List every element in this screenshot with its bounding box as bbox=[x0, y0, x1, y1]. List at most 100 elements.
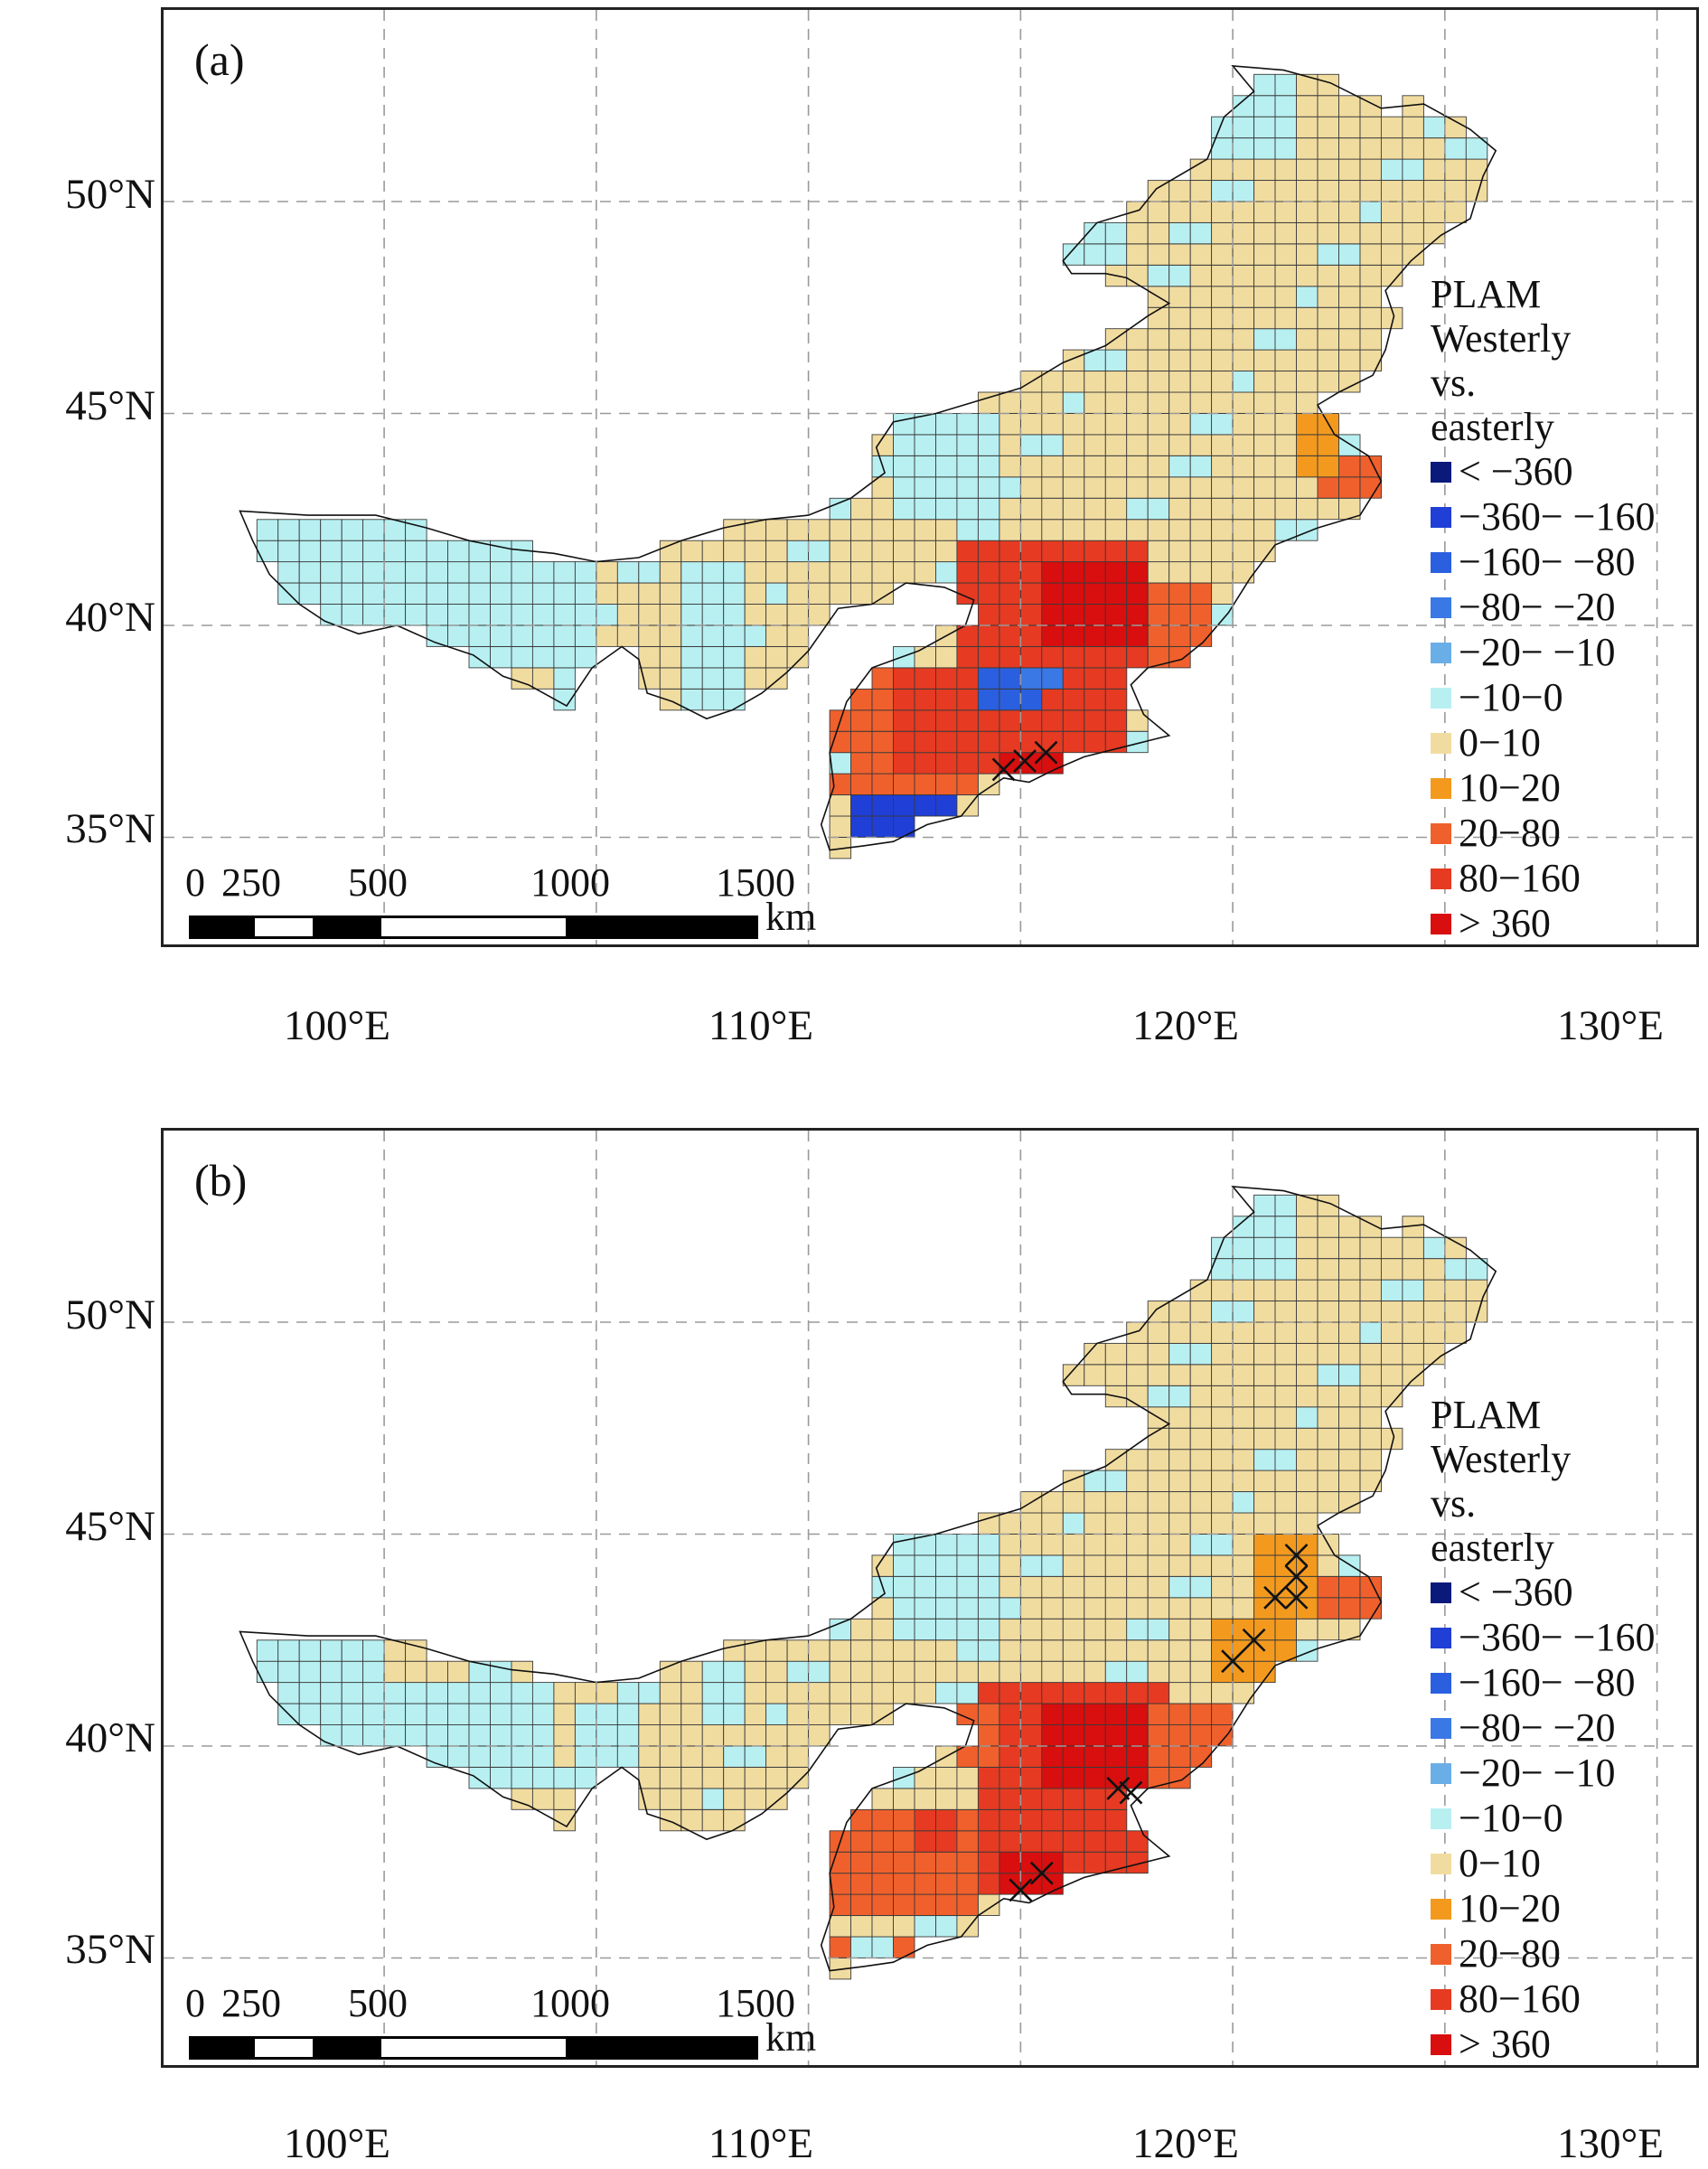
grid-cell bbox=[893, 540, 915, 563]
grid-cell bbox=[659, 604, 682, 626]
grid-cell bbox=[893, 773, 915, 795]
grid-cell bbox=[850, 519, 873, 541]
grid-cell bbox=[1211, 221, 1234, 245]
grid-cell bbox=[935, 519, 958, 541]
grid-cell bbox=[914, 1660, 936, 1684]
grid-cell bbox=[1104, 1342, 1128, 1366]
grid-cell bbox=[659, 582, 682, 605]
grid-cell bbox=[999, 1639, 1021, 1662]
grid-cell bbox=[1062, 1745, 1085, 1768]
grid-cell bbox=[1084, 1788, 1106, 1810]
grid-cell bbox=[765, 1703, 788, 1725]
lat-label: 45°N bbox=[65, 1503, 155, 1550]
grid-cell bbox=[383, 1639, 407, 1662]
grid-cell bbox=[1274, 137, 1297, 160]
grid-cell bbox=[701, 540, 725, 563]
grid-cell bbox=[850, 1703, 873, 1725]
grid-cell bbox=[1232, 137, 1255, 160]
grid-cell bbox=[1317, 306, 1339, 330]
grid-cell bbox=[701, 561, 725, 584]
grid-cell bbox=[1402, 221, 1424, 245]
grid-cell bbox=[829, 519, 852, 541]
legend-b: PLAM Westerly vs. easterly < −360 −360− −… bbox=[1431, 1393, 1655, 2065]
lon-label: 110°E bbox=[708, 2120, 814, 2167]
grid-cell bbox=[893, 1873, 915, 1895]
grid-cell bbox=[341, 582, 364, 605]
grid-cell bbox=[850, 815, 873, 838]
grid-cell bbox=[1126, 1575, 1149, 1599]
grid-cell bbox=[1019, 1808, 1043, 1832]
grid-cell bbox=[1041, 1534, 1064, 1556]
grid-cell bbox=[1274, 264, 1297, 287]
region-boundary bbox=[239, 1185, 1497, 1972]
grid-cell bbox=[447, 604, 470, 626]
grid-cell bbox=[1211, 158, 1234, 181]
grid-cell bbox=[1232, 1258, 1255, 1281]
grid-cells bbox=[256, 1194, 1488, 1980]
grid-cell bbox=[871, 1682, 894, 1704]
scale-unit: km bbox=[765, 895, 817, 939]
grid-cell bbox=[1062, 646, 1085, 669]
grid-cell bbox=[999, 1660, 1021, 1684]
grid-cell bbox=[1041, 561, 1064, 584]
grid-cell bbox=[1317, 1364, 1339, 1386]
grid-cell bbox=[1296, 73, 1319, 97]
grid-cell bbox=[1019, 476, 1043, 499]
grid-cell bbox=[1168, 455, 1191, 478]
grid-cell bbox=[1019, 1554, 1043, 1577]
legend-label: 80−160 bbox=[1459, 856, 1581, 900]
grid-cell bbox=[616, 624, 640, 647]
grid-cell bbox=[1168, 604, 1191, 626]
grid-cell bbox=[362, 582, 385, 605]
grid-cell bbox=[1104, 1554, 1128, 1577]
legend-swatch bbox=[1431, 1627, 1451, 1648]
grid-cell bbox=[956, 1851, 979, 1874]
grid-cell bbox=[1253, 180, 1276, 202]
grid-cell bbox=[1317, 476, 1339, 499]
grid-cell bbox=[1444, 1279, 1467, 1301]
grid-cell bbox=[1211, 519, 1234, 541]
grid-cell bbox=[1147, 1597, 1170, 1620]
grid-cell bbox=[1168, 646, 1191, 669]
grid-cell bbox=[977, 413, 1000, 436]
grid-cell bbox=[1380, 1364, 1403, 1386]
grid-cell bbox=[765, 667, 788, 690]
grid-cell bbox=[871, 773, 894, 795]
grid-cell bbox=[701, 624, 725, 647]
grid-cell bbox=[1338, 116, 1361, 139]
grid-cell bbox=[680, 561, 703, 584]
legend-label: −20− −10 bbox=[1459, 630, 1616, 674]
grid-cell bbox=[1465, 158, 1488, 181]
grid-cell bbox=[1084, 688, 1106, 711]
grid-cell bbox=[468, 1745, 491, 1768]
grid-cell bbox=[1274, 221, 1297, 245]
grid-cell bbox=[1253, 519, 1276, 541]
grid-cell bbox=[1126, 540, 1149, 563]
grid-cell bbox=[1126, 1469, 1149, 1492]
grid-cell bbox=[893, 1554, 915, 1577]
significance-mark bbox=[1119, 1780, 1143, 1805]
grid-cell bbox=[1253, 1258, 1276, 1281]
grid-cell bbox=[914, 1597, 936, 1620]
grid-cell bbox=[490, 1767, 512, 1789]
grid-cell bbox=[1189, 519, 1213, 541]
grid-cell bbox=[1380, 243, 1403, 266]
grid-cell bbox=[490, 540, 512, 563]
legend-item: 80−160 bbox=[1431, 1977, 1655, 2022]
grid-cell bbox=[1274, 1427, 1297, 1451]
region-boundary bbox=[239, 64, 1497, 851]
grid-cell bbox=[1232, 476, 1255, 499]
grid-cell bbox=[1380, 1236, 1403, 1260]
grid-cell bbox=[1296, 306, 1319, 330]
grid-cell bbox=[786, 1639, 810, 1662]
grid-cell bbox=[1189, 328, 1213, 351]
grid-cell bbox=[511, 624, 533, 647]
grid-cell bbox=[405, 540, 427, 563]
grid-cell bbox=[1338, 1216, 1361, 1238]
grid-cell bbox=[1317, 1554, 1339, 1577]
grid-cell bbox=[1296, 243, 1319, 266]
grid-cell bbox=[1274, 95, 1297, 117]
scale-tick: 250 bbox=[221, 860, 281, 905]
legend-item: 0−10 bbox=[1431, 1841, 1655, 1886]
grid-cell bbox=[490, 561, 512, 584]
